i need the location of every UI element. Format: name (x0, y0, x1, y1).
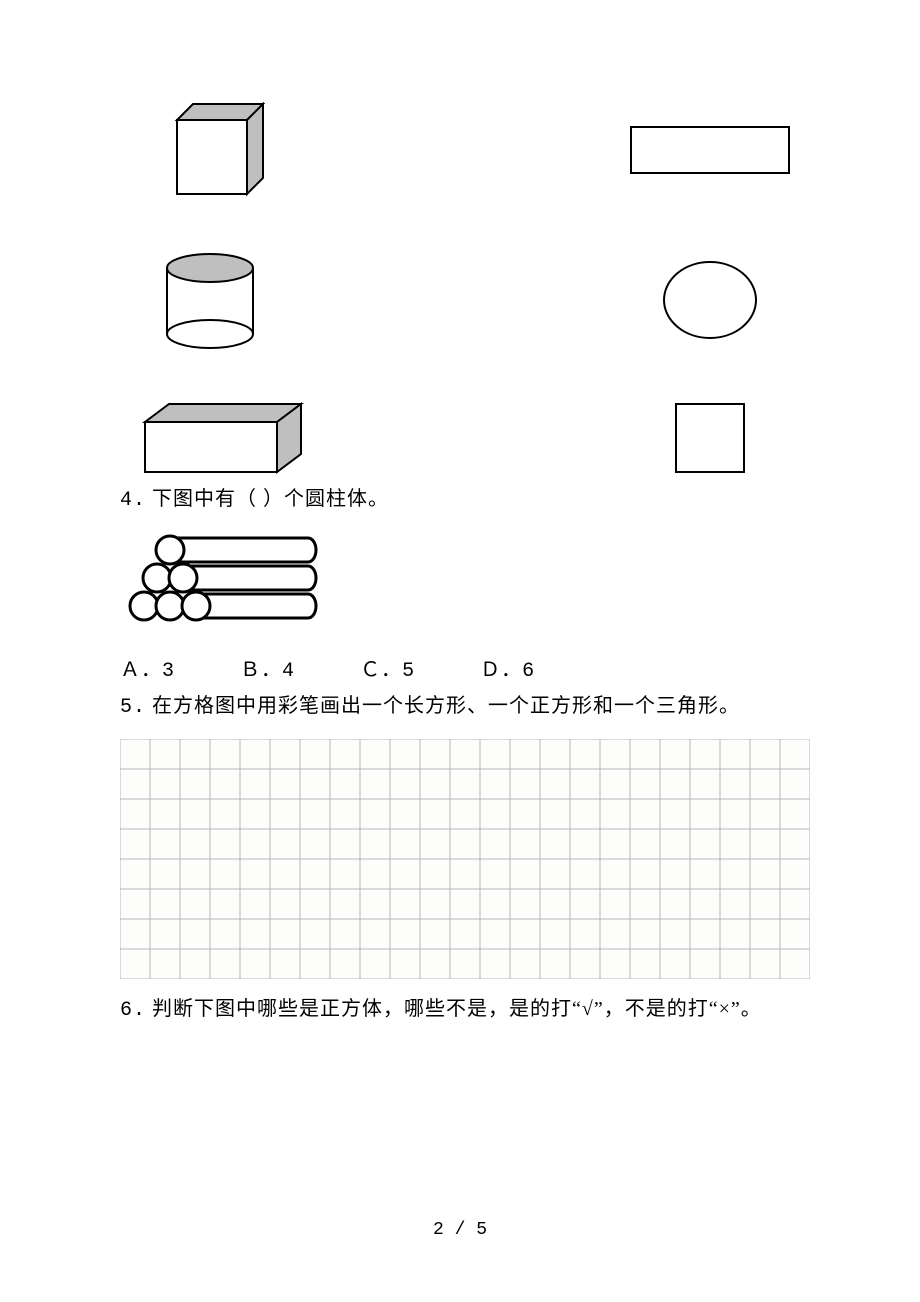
cuboid-3d (120, 400, 320, 476)
page-content: 4. 下图中有（ ）个圆柱体。 Ａ．3 Ｂ．4 Ｃ．5 Ｄ．6 (0, 0, 920, 1022)
page-footer: 2 / 5 (0, 1220, 920, 1240)
q4-options: Ａ．3 Ｂ．4 Ｃ．5 Ｄ．6 (120, 653, 800, 683)
square-2d (620, 403, 800, 473)
q5-number: 5. (120, 696, 146, 719)
q4-text: 下图中有（ ）个圆柱体。 (152, 488, 389, 510)
q4-option-a: Ａ．3 (120, 660, 175, 683)
shape-row-2 (120, 250, 800, 350)
question-6: 6. 判断下图中哪些是正方体，哪些不是，是的打“√”，不是的打“×”。 (120, 992, 800, 1022)
cylinder-3d (120, 250, 300, 350)
q5-text: 在方格图中用彩笔画出一个长方形、一个正方形和一个三角形。 (152, 695, 740, 717)
q6-number: 6. (120, 999, 146, 1022)
shape-row-3 (120, 400, 800, 476)
q4-option-c: Ｃ．5 (360, 660, 415, 683)
q4-option-d: Ｄ．6 (480, 660, 535, 683)
shape-row-1 (120, 100, 800, 200)
q4-option-b: Ｂ．4 (240, 660, 295, 683)
question-4: 4. 下图中有（ ）个圆柱体。 (120, 482, 800, 512)
grid-svg (120, 739, 810, 979)
ellipse-2d (620, 258, 800, 342)
question-5: 5. 在方格图中用彩笔画出一个长方形、一个正方形和一个三角形。 (120, 689, 800, 719)
cube-3d (120, 100, 300, 200)
page-number: 2 / 5 (433, 1220, 487, 1240)
q6-text: 判断下图中哪些是正方体，哪些不是，是的打“√”，不是的打“×”。 (152, 998, 762, 1020)
q4-figure-logs (120, 528, 800, 635)
q4-number: 4. (120, 489, 146, 512)
rectangle-2d (620, 126, 800, 174)
q5-grid (120, 739, 800, 984)
